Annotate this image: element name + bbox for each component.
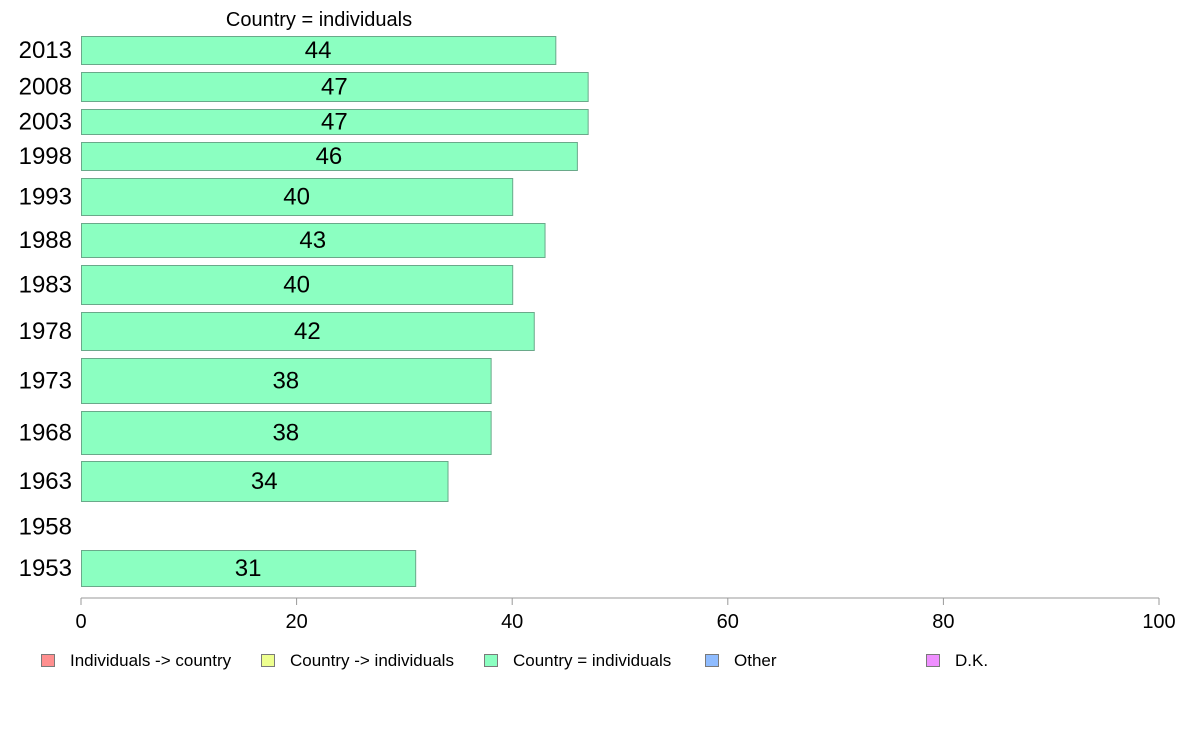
category-label: 1963 [19,468,72,495]
data-label: 34 [251,468,278,495]
legend-label: Individuals -> country [70,651,232,670]
category-label: 1988 [19,227,72,254]
category-label: 1983 [19,272,72,299]
data-label: 31 [235,555,262,582]
category-label: 2008 [19,74,72,101]
x-tick-label: 100 [1142,611,1175,633]
category-label: 1998 [19,143,72,170]
bar [81,36,557,65]
bar [81,550,417,587]
data-label: 42 [294,318,321,345]
bar [81,109,589,135]
bar [81,411,492,455]
legend-label: Other [734,651,777,670]
legend-label: Country -> individuals [290,651,454,670]
data-label: 44 [305,37,332,64]
legend-swatch [926,654,940,667]
x-tick-label: 0 [75,611,86,633]
legend-swatch [41,654,55,667]
data-label: 38 [272,368,299,395]
legend-label: D.K. [955,651,988,670]
data-label: 38 [272,420,299,447]
legend: Individuals -> country Country -> individ… [41,651,988,670]
bar [81,358,492,404]
category-label: 1978 [19,318,72,345]
legend-swatch [261,654,275,667]
category-label: 2013 [19,37,72,64]
bars-layer [81,36,589,587]
category-labels: 2013 2008 2003 1998 1993 1988 1983 1978 1973 1968… [19,37,72,582]
data-label: 40 [283,184,310,211]
category-label: 1973 [19,368,72,395]
legend-swatch [484,654,498,667]
x-tick-label: 80 [932,611,954,633]
x-tick-label: 40 [501,611,523,633]
bar [81,265,514,305]
bar [81,178,514,216]
x-axis: 0 20 40 60 80 100 [75,597,1176,633]
bar [81,223,546,258]
data-label: 40 [283,272,310,299]
legend-swatch [705,654,719,667]
bar [81,312,535,351]
category-label: 2003 [19,109,72,136]
category-label: 1953 [19,555,72,582]
x-tick-label: 20 [285,611,307,633]
data-label: 46 [316,143,343,170]
legend-label: Country = individuals [513,651,671,670]
category-label: 1958 [19,514,72,541]
chart-title: Country = individuals [226,9,412,31]
data-label: 47 [321,109,348,136]
bar [81,142,578,171]
category-label: 1993 [19,184,72,211]
bar [81,461,449,502]
x-tick-label: 60 [717,611,739,633]
data-label: 47 [321,74,348,101]
bar [81,72,589,102]
data-label: 43 [299,227,326,254]
category-label: 1968 [19,420,72,447]
